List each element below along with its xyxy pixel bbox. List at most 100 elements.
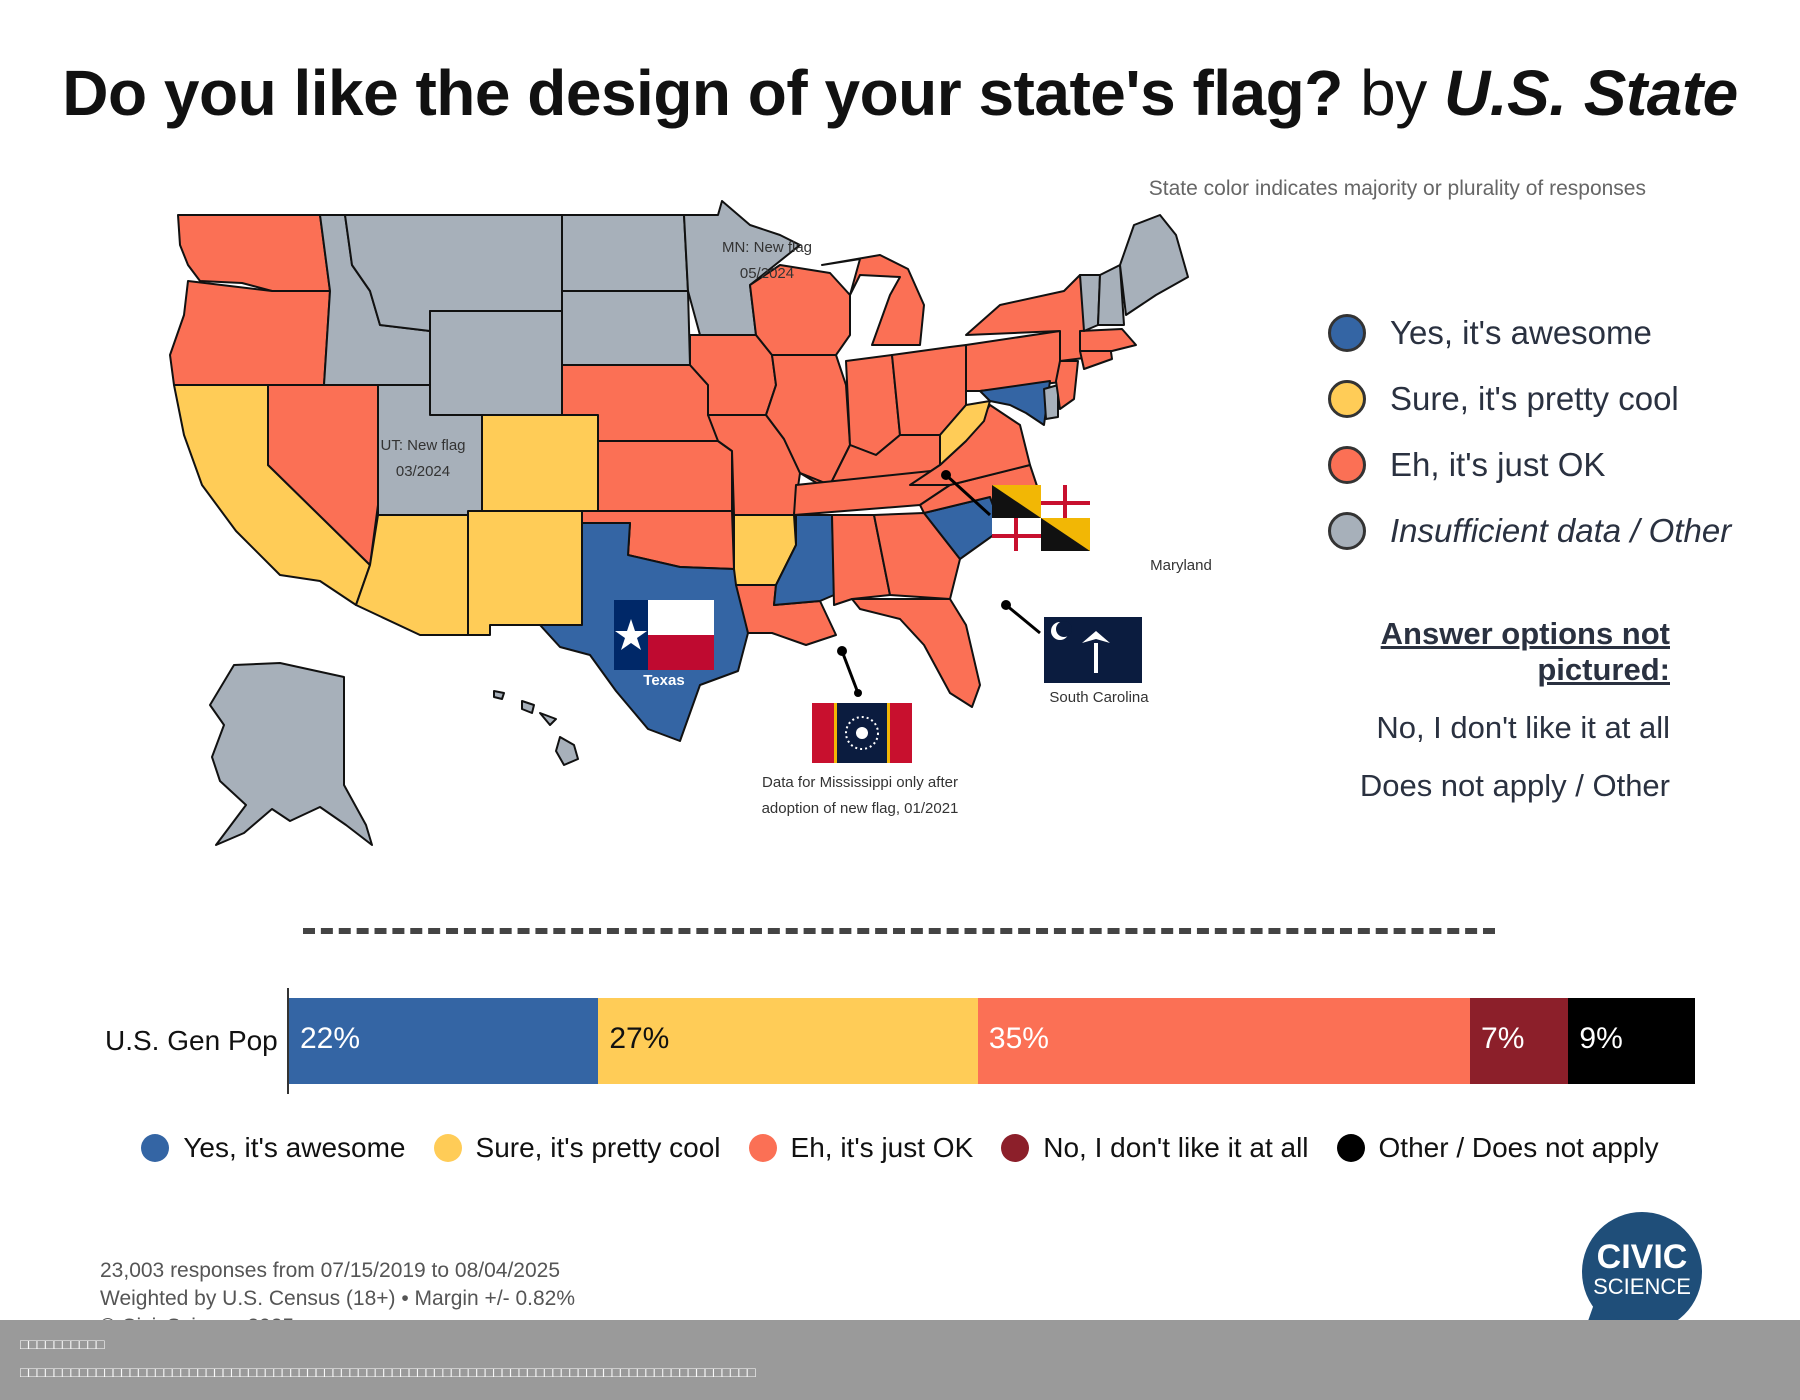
title-state: U.S. State	[1443, 57, 1738, 129]
state-nm	[467, 510, 583, 636]
bar-legend-label: Other / Does not apply	[1378, 1132, 1659, 1163]
state-sd	[561, 290, 691, 366]
bar-segment: 27%	[598, 998, 978, 1084]
legend-dot-icon	[748, 1134, 777, 1162]
state-hi-4	[555, 736, 579, 766]
map-legend-label: Insufficient data / Other	[1390, 512, 1732, 549]
bar-legend-item: Eh, it's just OK	[748, 1132, 974, 1164]
state-hi-3	[539, 712, 557, 726]
label-mississippi-2: adoption of new flag, 01/2021	[761, 800, 959, 817]
us-state-map	[169, 200, 1189, 846]
state-wy	[429, 310, 563, 416]
maryland-flag-icon	[941, 470, 1090, 551]
bar-legend-item: Sure, it's pretty cool	[433, 1132, 721, 1164]
not-pictured-title: Answer options not pictured:	[1380, 616, 1670, 687]
footer-responses: 23,003 responses from 07/15/2019 to 08/0…	[100, 1259, 561, 1282]
overlay-line2: □□□□□□□□□□□□□□□□□□□□□□□□□□□□□□□□□□□□□□□□…	[20, 1364, 756, 1380]
state-md	[979, 380, 1051, 426]
state-hi-2	[521, 700, 535, 714]
state-pa	[965, 330, 1071, 392]
overlay-line1: □□□□□□□□□□	[20, 1336, 105, 1352]
bar-segment-label: 27%	[609, 1022, 670, 1055]
bar-segment: 35%	[977, 998, 1471, 1084]
bar-legend-item: No, I don't like it at all	[1001, 1132, 1309, 1164]
legend-dot-icon	[1336, 1134, 1365, 1162]
label-mn: MN: New flag 05/2024	[692, 235, 842, 287]
civicscience-logo: CIVIC SCIENCE	[1582, 1212, 1702, 1338]
bar-segment: 9%	[1568, 998, 1695, 1084]
logo-line1: CIVIC	[1597, 1238, 1688, 1276]
title-by: by	[1360, 57, 1427, 129]
dashed-divider	[303, 928, 1495, 934]
bar-legend-item: Yes, it's awesome	[141, 1132, 406, 1164]
state-ks	[597, 440, 733, 512]
map-legend-label: Eh, it's just OK	[1390, 446, 1606, 483]
legend-dot-icon	[1328, 380, 1366, 418]
bar-legend-item: Other / Does not apply	[1336, 1132, 1659, 1164]
legend-dot-icon	[141, 1134, 170, 1162]
legend-dot-icon	[433, 1134, 462, 1162]
state-de	[1043, 384, 1059, 420]
bar-segment-label: 22%	[300, 1022, 361, 1055]
legend-dot-icon	[1328, 314, 1366, 352]
state-mn	[683, 200, 801, 336]
bar-legend-label: Eh, it's just OK	[790, 1132, 974, 1163]
logo-line2: SCIENCE	[1593, 1274, 1691, 1299]
south-carolina-flag-icon	[1001, 600, 1142, 683]
state-ga	[873, 512, 961, 600]
state-wi	[749, 264, 851, 356]
chart-title: Do you like the design of your state's f…	[0, 56, 1800, 130]
state-in	[845, 354, 901, 456]
label-ut-1: UT: New flag	[380, 437, 466, 454]
legend-dot-icon	[1328, 512, 1366, 550]
label-texas: Texas	[643, 672, 685, 689]
bar-segment-label: 9%	[1579, 1022, 1623, 1055]
label-south-carolina: South Carolina	[1049, 689, 1149, 706]
state-al	[831, 514, 891, 606]
state-vt	[1079, 274, 1101, 332]
map-legend: Yes, it's awesome Sure, it's pretty cool…	[1328, 300, 1731, 564]
state-co	[481, 414, 599, 512]
state-mi	[821, 254, 925, 346]
state-nd	[561, 214, 689, 292]
footer-weighting: Weighted by U.S. Census (18+) • Margin +…	[100, 1287, 576, 1310]
map-legend-label: Sure, it's pretty cool	[1390, 380, 1679, 417]
state-wa	[177, 214, 331, 292]
state-ma	[1079, 328, 1137, 352]
stacked-bar: 22% 27% 35% 7% 9%	[289, 998, 1695, 1084]
label-mn-2: 05/2024	[739, 265, 795, 282]
bar-legend-label: No, I don't like it at all	[1043, 1132, 1309, 1163]
mississippi-flag-icon	[812, 646, 912, 763]
state-ak	[209, 662, 373, 846]
map-subtitle: State color indicates majority or plural…	[1148, 177, 1646, 200]
state-fl	[851, 598, 981, 708]
bar-legend-label: Sure, it's pretty cool	[475, 1132, 721, 1163]
label-ut-2: 03/2024	[395, 463, 451, 480]
not-pictured-item: Does not apply / Other	[1359, 768, 1670, 803]
map-legend-item: Insufficient data / Other	[1328, 498, 1731, 564]
bar-legend-label: Yes, it's awesome	[183, 1132, 406, 1163]
title-main: Do you like the design of your state's f…	[62, 57, 1343, 129]
map-legend-item: Sure, it's pretty cool	[1328, 366, 1731, 432]
map-legend-item: Yes, it's awesome	[1328, 300, 1731, 366]
bar-segment-label: 35%	[988, 1022, 1049, 1055]
texas-flag-icon	[614, 600, 714, 670]
bar-category-label: U.S. Gen Pop	[105, 1025, 278, 1056]
label-mississippi-1: Data for Mississippi only after	[762, 774, 958, 791]
legend-dot-icon	[1328, 446, 1366, 484]
label-ut: UT: New flag 03/2024	[358, 433, 488, 485]
label-mn-1: MN: New flag	[721, 239, 813, 256]
state-or	[169, 280, 331, 386]
state-me	[1119, 214, 1189, 316]
legend-dot-icon	[1001, 1134, 1030, 1162]
bar-axis-line	[287, 988, 289, 1094]
bar-segment: 7%	[1470, 998, 1569, 1084]
not-pictured-item: No, I don't like it at all	[1376, 710, 1670, 745]
label-mississippi: Data for Mississippi only after adoption…	[720, 770, 1000, 822]
state-wv	[939, 400, 991, 466]
bar-segment: 22%	[289, 998, 599, 1084]
state-nj	[1055, 360, 1079, 410]
bottom-overlay-bar: □□□□□□□□□□ □□□□□□□□□□□□□□□□□□□□□□□□□□□□□…	[0, 1320, 1800, 1400]
state-hi-1	[493, 690, 505, 700]
map-legend-label: Yes, it's awesome	[1390, 314, 1652, 351]
